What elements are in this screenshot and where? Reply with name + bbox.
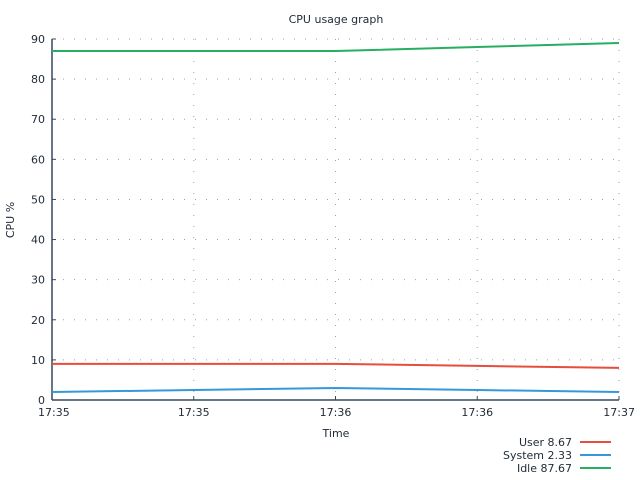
y-tick-label: 80 xyxy=(31,73,45,86)
y-axis-label: CPU % xyxy=(4,202,17,238)
series-lines xyxy=(51,42,620,393)
y-tick-label: 60 xyxy=(31,153,45,166)
y-tick-label: 10 xyxy=(31,354,45,367)
legend-label-user: User 8.67 xyxy=(519,436,572,449)
legend-label-system: System 2.33 xyxy=(503,449,572,462)
y-tick-label: 0 xyxy=(38,394,45,407)
y-tick-label: 30 xyxy=(31,274,45,287)
x-tick-label: 17:37 xyxy=(603,406,635,419)
series-line-user xyxy=(52,362,620,369)
y-axis-ticks: 0 10 20 30 40 50 60 70 80 90 xyxy=(31,33,56,407)
y-tick-label: 20 xyxy=(31,314,45,327)
y-tick-label: 70 xyxy=(31,113,45,126)
series-line-system xyxy=(51,387,620,393)
y-tick-label: 40 xyxy=(31,234,45,247)
x-tick-label: 17:35 xyxy=(38,406,70,419)
x-tick-label: 17:36 xyxy=(461,406,493,419)
series-line-idle xyxy=(52,42,620,52)
axes xyxy=(51,39,619,401)
x-axis-label: Time xyxy=(322,427,350,440)
x-tick-label: 17:35 xyxy=(178,406,210,419)
y-tick-label: 90 xyxy=(31,33,45,46)
grid xyxy=(52,38,620,400)
chart-title: CPU usage graph xyxy=(289,13,384,26)
x-axis-ticks: 17:35 17:35 17:36 17:36 17:37 xyxy=(38,396,635,419)
legend-label-idle: Idle 87.67 xyxy=(517,462,572,475)
x-tick-label: 17:36 xyxy=(320,406,352,419)
y-tick-label: 50 xyxy=(31,193,45,206)
